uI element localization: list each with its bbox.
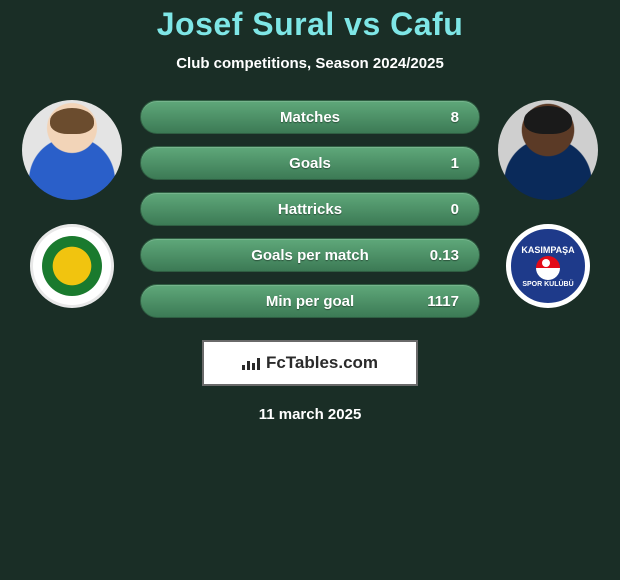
- subtitle: Club competitions, Season 2024/2025: [0, 55, 620, 72]
- main-row: Matches 8 Goals 1 Hattricks 0 Goals per …: [0, 98, 620, 318]
- kasimpasa-text-bottom: SPOR KULÜBÜ: [522, 281, 573, 288]
- comparison-card: Josef Sural vs Cafu Club competitions, S…: [0, 0, 620, 423]
- stat-bar-min-per-goal: Min per goal 1117: [140, 284, 480, 318]
- right-column: KASIMPAŞA SPOR KULÜBÜ: [498, 98, 598, 308]
- date-label: 11 march 2025: [0, 406, 620, 423]
- stat-bar-goals-per-match: Goals per match 0.13: [140, 238, 480, 272]
- alanyaspor-crest-icon: [42, 236, 102, 296]
- stat-value-right: 0: [451, 201, 459, 218]
- stat-value-right: 0.13: [430, 247, 459, 264]
- stat-label: Goals: [289, 155, 331, 172]
- stat-label: Hattricks: [278, 201, 342, 218]
- player-right-club-badge: KASIMPAŞA SPOR KULÜBÜ: [506, 224, 590, 308]
- player-left-club-badge: [30, 224, 114, 308]
- stat-value-right: 1117: [427, 293, 459, 310]
- stat-value-right: 8: [451, 109, 459, 126]
- left-column: [22, 98, 122, 308]
- player-left-avatar: [22, 100, 122, 200]
- stat-label: Goals per match: [251, 247, 369, 264]
- kasimpasa-text-top: KASIMPAŞA: [521, 245, 574, 255]
- page-title: Josef Sural vs Cafu: [0, 6, 620, 43]
- stat-bar-hattricks: Hattricks 0: [140, 192, 480, 226]
- logo-prefix: Fc: [266, 353, 286, 372]
- stat-bars: Matches 8 Goals 1 Hattricks 0 Goals per …: [140, 98, 480, 318]
- stat-label: Min per goal: [266, 293, 354, 310]
- stat-bar-goals: Goals 1: [140, 146, 480, 180]
- logo-suffix: Tables.com: [286, 353, 378, 372]
- bar-chart-icon: [242, 356, 260, 370]
- stat-bar-matches: Matches 8: [140, 100, 480, 134]
- stat-label: Matches: [280, 109, 340, 126]
- player-right-avatar: [498, 100, 598, 200]
- stat-value-right: 1: [451, 155, 459, 172]
- turkish-flag-icon: [536, 256, 560, 280]
- fctables-watermark: FcTables.com: [202, 340, 418, 386]
